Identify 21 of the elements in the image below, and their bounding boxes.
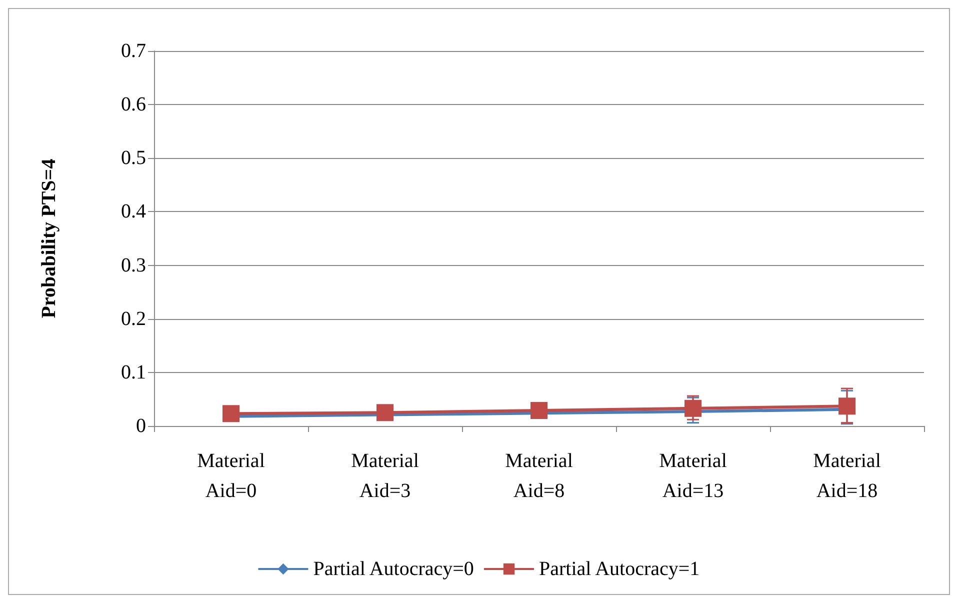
y-tick-label: 0.6: [121, 94, 146, 116]
y-tick-label: 0.7: [121, 40, 146, 62]
point: [838, 398, 856, 415]
point: [684, 400, 702, 417]
point: [530, 402, 548, 419]
x-tick-label: Material Aid=0: [197, 450, 266, 502]
x-tick-label: Material Aid=13: [659, 450, 728, 502]
y-tick-label: 0: [136, 415, 146, 437]
y-axis-title: Probability PTS=4: [38, 158, 60, 318]
y-tick-label: 0.3: [121, 254, 146, 276]
legend-label: Partial Autocracy=1: [539, 558, 700, 580]
legend-label: Partial Autocracy=0: [313, 558, 474, 580]
x-tick-label: Material Aid=18: [813, 450, 882, 502]
y-tick-label: 0.5: [121, 147, 146, 170]
x-tick-label: Material Aid=8: [505, 450, 574, 502]
y-tick-label: 0.2: [121, 308, 146, 330]
y-tick-label: 0.4: [121, 200, 146, 223]
x-tick-label: Material Aid=3: [351, 450, 420, 502]
y-tick-label: 0.1: [121, 361, 146, 384]
point: [376, 404, 394, 422]
point: [222, 405, 240, 422]
